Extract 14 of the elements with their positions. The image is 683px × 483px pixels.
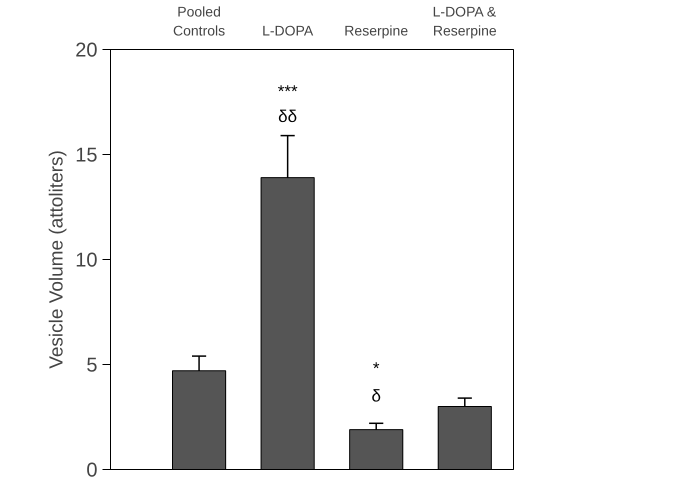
y-tick-label: 0 [86,460,98,482]
annotation: *** [278,82,298,101]
annotation: * [372,359,380,378]
y-tick-label: 20 [75,40,98,62]
x-tick-label: L-DOPA [262,22,314,38]
annotation: δδ [278,107,298,126]
x-tick-label: Reserpine [344,22,408,38]
x-tick-label: L-DOPA & Reserpine [432,3,497,38]
y-axis-title: Vesicle Volume (attoliters) [46,150,68,369]
y-tick-label: 10 [75,250,98,272]
y-tick-label: 5 [86,354,98,376]
x-tick-label: Pooled Controls [173,3,226,38]
y-tick-label: 15 [75,144,98,166]
annotation: δ [371,386,381,406]
